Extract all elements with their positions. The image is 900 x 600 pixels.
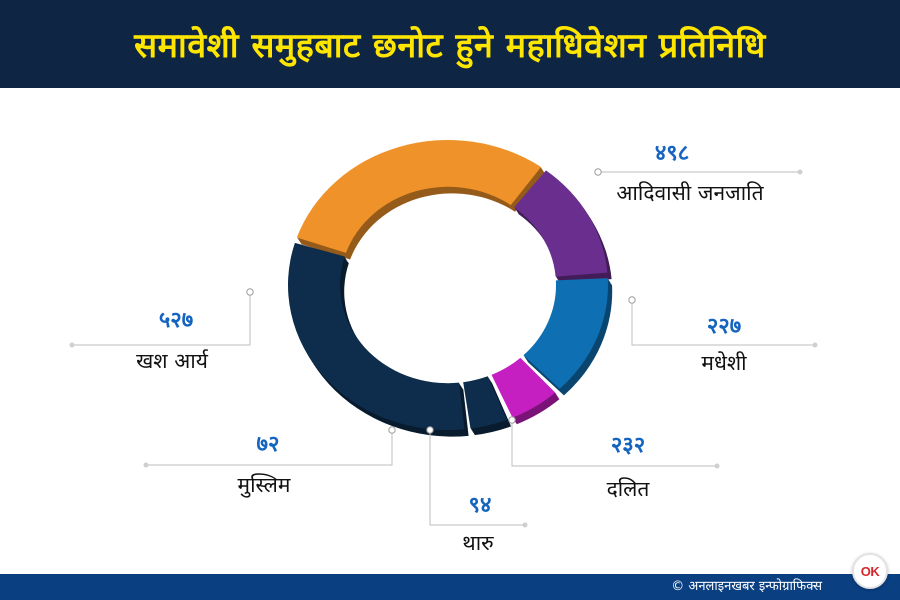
leader-dot-4 — [426, 426, 434, 434]
leader-line-5 — [146, 430, 393, 466]
leader-end-2 — [812, 342, 818, 348]
leader-dot-5 — [388, 426, 396, 434]
leader-line-3 — [511, 420, 717, 467]
brand-logo: OK — [852, 553, 888, 589]
leader-dot-3 — [508, 416, 516, 424]
credit-text: © अनलाइनखबर इन्फोग्राफिक्स — [671, 579, 822, 594]
leader-dot-6 — [246, 288, 254, 296]
donut-chart: ४९८ आदिवासी जनजाति २२७ मधेशी २३२ दलित ९४ थारु ७२… — [69, 140, 818, 555]
slice-value-4: ९४ — [469, 493, 492, 518]
slice-label-3: दलित — [607, 477, 651, 501]
slice-6 — [288, 242, 465, 430]
leader-end-6 — [69, 342, 75, 348]
slice-value-1: ४९८ — [655, 141, 689, 166]
leader-line-4 — [429, 430, 525, 526]
slice-value-5: ७२ — [257, 432, 280, 457]
leader-dot-1 — [594, 168, 602, 176]
slice-label-4: थारु — [462, 531, 494, 555]
slice-label-6: खश आर्य — [136, 349, 209, 373]
leader-lines — [69, 168, 818, 528]
slice-2 — [514, 170, 608, 277]
leader-end-1 — [797, 169, 803, 175]
slice-label-1: आदिवासी जनजाति — [616, 181, 764, 205]
header-bar: समावेशी समुहबाट छनोट हुने महाधिवेशन प्रत… — [0, 0, 900, 88]
slice-label-5: मुस्लिम — [238, 473, 291, 498]
slice-1 — [296, 140, 542, 253]
leader-end-3 — [714, 463, 720, 469]
slice-value-6: ५२७ — [159, 308, 193, 333]
slice-3 — [523, 278, 608, 389]
leader-line-6 — [72, 292, 251, 346]
slice-group — [288, 140, 608, 430]
footer-bar: © अनलाइनखबर इन्फोग्राफिक्स — [0, 574, 900, 600]
leader-end-4 — [522, 522, 528, 528]
slice-value-2: २२७ — [707, 314, 741, 339]
brand-logo-text: OK — [860, 563, 880, 579]
slice-value-3: २३२ — [611, 433, 645, 458]
page-title: समावेशी समुहबाट छनोट हुने महाधिवेशन प्रत… — [134, 26, 766, 66]
leader-line-2 — [631, 300, 815, 346]
leader-dot-2 — [628, 296, 636, 304]
leader-end-5 — [143, 462, 149, 468]
slice-label-2: मधेशी — [701, 351, 747, 375]
slice-labels: ४९८ आदिवासी जनजाति २२७ मधेशी २३२ दलित ९४ थारु ७२… — [136, 141, 764, 555]
slice-5 — [463, 376, 507, 429]
slice-4 — [491, 357, 556, 418]
